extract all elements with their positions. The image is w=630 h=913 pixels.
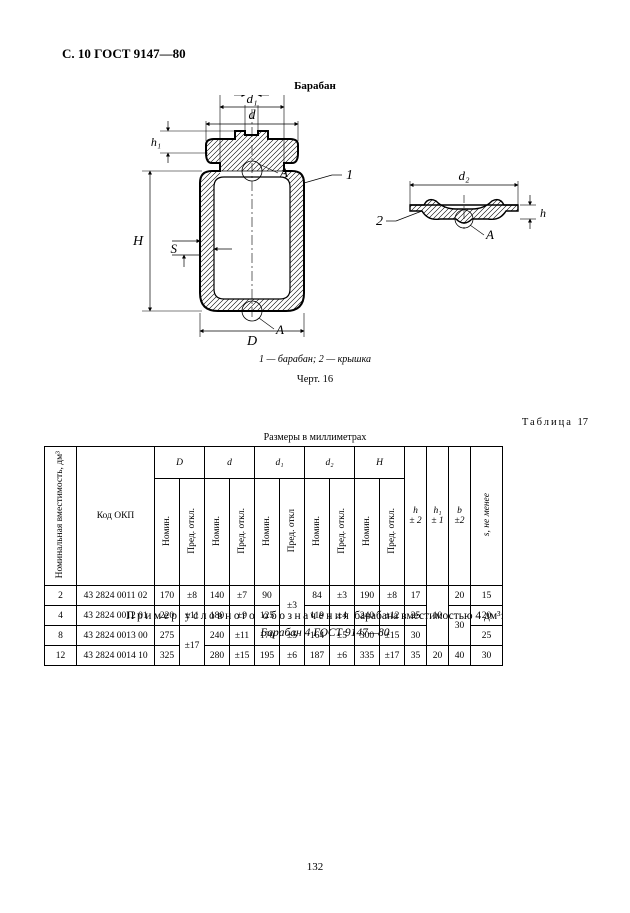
svg-text:d: d [249, 108, 257, 123]
page-number: 132 [0, 861, 630, 873]
svg-text:h: h [540, 206, 546, 220]
svg-text:h₁: h₁ [151, 135, 161, 149]
svg-text:1: 1 [346, 168, 353, 183]
figure-title: Барабан [0, 80, 630, 92]
svg-text:d₂: d₂ [458, 168, 470, 183]
svg-text:A: A [279, 165, 288, 180]
example-designation: Пример условного обозначения барабана вм… [62, 608, 588, 643]
svg-text:2: 2 [376, 214, 383, 229]
svg-text:H: H [132, 234, 144, 249]
svg-text:A: A [275, 322, 284, 337]
table-row: 1243 2824 0014 10 325 280±15 195±6 187±6… [45, 646, 503, 666]
svg-text:d₁: d₁ [246, 95, 257, 106]
page-header: С. 10 ГОСТ 9147—80 [62, 46, 186, 62]
table-label: Таблица 17 [522, 417, 588, 428]
figure-parts-legend: 1 — барабан; 2 — крышка [0, 354, 630, 365]
svg-text:A: A [485, 227, 494, 242]
svg-text:S: S [171, 241, 178, 256]
table-row: 243 2824 0011 02 170±8 140±7 90±3 84±3 1… [45, 586, 503, 606]
svg-text:D: D [246, 334, 257, 349]
figure-number: Черт. 16 [0, 374, 630, 385]
technical-drawing: d d₁ b h₁ H S A [0, 95, 630, 349]
table-units: Размеры в миллиметрах [0, 432, 630, 443]
